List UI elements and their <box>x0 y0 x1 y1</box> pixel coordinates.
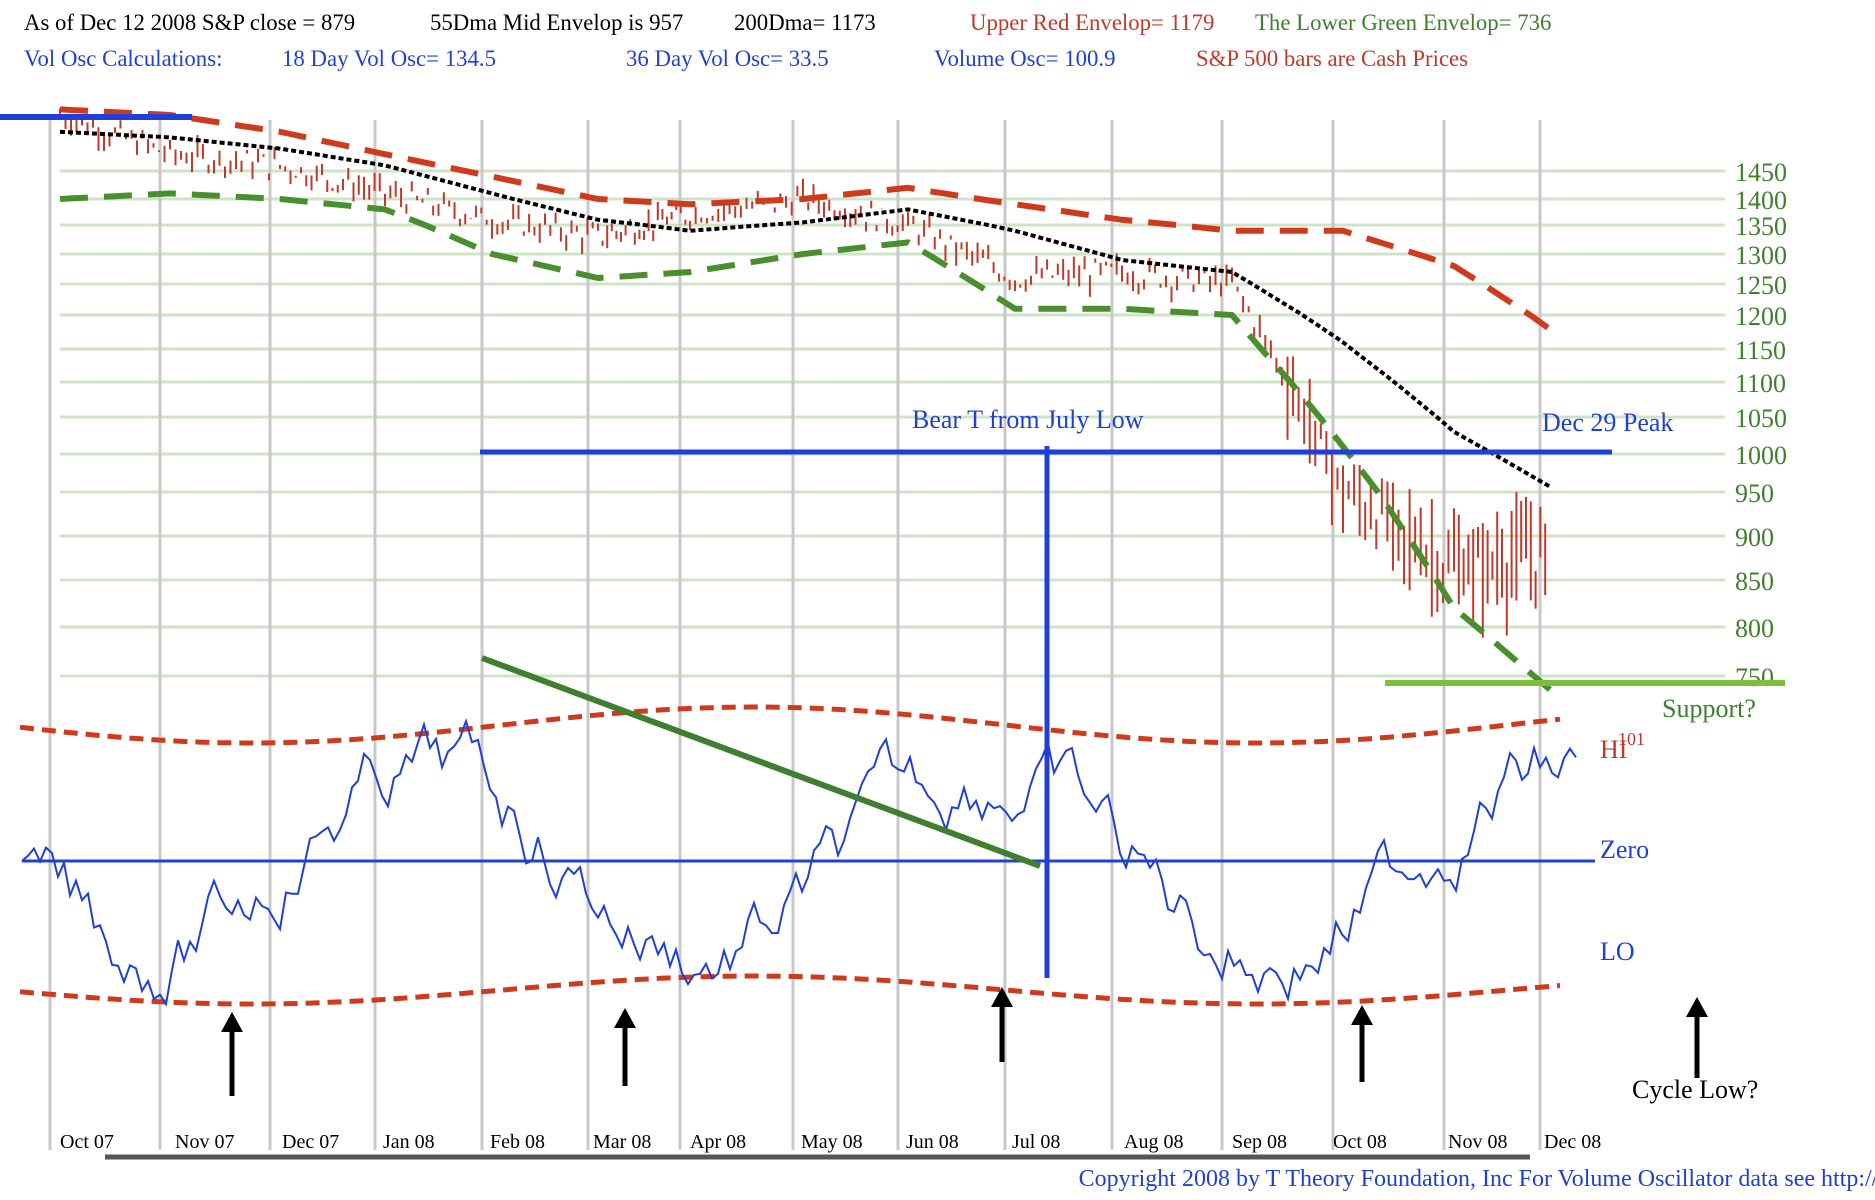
price-tick-label: 950 <box>1735 479 1774 508</box>
osc-lower-band <box>19 973 1561 1007</box>
price-tick-label: 1000 <box>1735 441 1787 470</box>
osc-upper-band <box>19 704 1561 746</box>
price-tick-label: 1400 <box>1735 186 1787 215</box>
price-tick-label: 850 <box>1735 567 1774 596</box>
oscillator-line <box>21 718 1577 1007</box>
header-36day: 36 Day Vol Osc= 33.5 <box>626 46 829 71</box>
price-envelopes <box>59 106 1552 692</box>
month-label: Nov 07 <box>175 1131 234 1153</box>
month-label: Jan 08 <box>383 1131 435 1153</box>
footer-copyright: Copyright 2008 by T Theory Foundation, I… <box>1079 1166 1875 1192</box>
header-volume-osc: Volume Osc= 100.9 <box>934 46 1116 71</box>
month-label: Apr 08 <box>690 1131 746 1153</box>
header-sp-close: As of Dec 12 2008 S&P close = 879 <box>24 10 355 35</box>
price-tick-label: 1300 <box>1735 241 1787 270</box>
annotations-layer: Bear T from July Low Dec 29 Peak Support? H… <box>0 114 1785 1104</box>
hi-value-label: 101 <box>1618 729 1645 749</box>
month-label: May 08 <box>801 1131 863 1153</box>
month-label: Jul 08 <box>1012 1131 1060 1153</box>
month-label: Oct 08 <box>1333 1131 1387 1153</box>
header-upper-envelope: Upper Red Envelop= 1179 <box>970 10 1214 35</box>
month-label: Mar 08 <box>593 1131 651 1153</box>
upper-envelope-line <box>59 106 1552 332</box>
price-tick-label: 750 <box>1735 663 1774 692</box>
cycle-low-arrow-head <box>221 1012 243 1032</box>
month-separator-lines <box>48 120 1542 1150</box>
cycle-low-label: Cycle Low? <box>1632 1075 1758 1104</box>
dec29-peak-label: Dec 29 Peak <box>1542 408 1673 437</box>
bear-t-label: Bear T from July Low <box>912 405 1144 434</box>
month-axis-labels: Oct 07 Nov 07 Dec 07 Jan 08 Feb 08 Mar 08 Apr … <box>60 1131 1601 1160</box>
cycle-low-arrow-head <box>1686 997 1708 1017</box>
price-gridlines <box>60 169 1725 678</box>
month-label: Aug 08 <box>1124 1131 1183 1153</box>
header-200dma: 200Dma= 1173 <box>734 10 876 35</box>
support-label: Support? <box>1662 694 1756 723</box>
price-tick-label: 800 <box>1735 614 1774 643</box>
header-cash-prices: S&P 500 bars are Cash Prices <box>1196 46 1468 71</box>
lo-label: LO <box>1600 937 1635 966</box>
month-label: Nov 08 <box>1448 1131 1507 1153</box>
price-tick-label: 1350 <box>1735 212 1787 241</box>
zero-label: Zero <box>1600 835 1649 864</box>
month-label: Jun 08 <box>906 1131 959 1153</box>
price-tick-label: 1150 <box>1735 336 1786 365</box>
price-tick-label: 1050 <box>1735 404 1787 433</box>
header-lower-envelope: The Lower Green Envelop= 736 <box>1255 10 1551 35</box>
month-label: Dec 08 <box>1544 1131 1601 1153</box>
price-tick-label: 1200 <box>1735 302 1787 331</box>
cycle-low-arrow-head <box>614 1008 636 1028</box>
price-tick-label: 1250 <box>1735 271 1787 300</box>
hi-label: HI <box>1600 735 1627 764</box>
mid-dma-line <box>59 129 1552 489</box>
price-tick-label: 1100 <box>1735 369 1786 398</box>
price-tick-label: 1450 <box>1735 158 1787 187</box>
header-mid-envelope: 55Dma Mid Envelop is 957 <box>430 10 683 35</box>
month-label: Sep 08 <box>1232 1131 1287 1153</box>
osc-downtrend-line <box>480 655 1042 869</box>
header-18day: 18 Day Vol Osc= 134.5 <box>282 46 496 71</box>
cycle-low-arrow-head <box>1351 1005 1373 1025</box>
cycle-low-arrow-head <box>991 987 1013 1007</box>
header-line1: As of Dec 12 2008 S&P close = 879 55Dma … <box>24 10 1551 35</box>
header-line2: Vol Osc Calculations: 18 Day Vol Osc= 13… <box>24 46 1468 71</box>
price-bars <box>59 108 1547 638</box>
price-tick-label: 900 <box>1735 523 1774 552</box>
month-label: Oct 07 <box>60 1131 114 1153</box>
month-label: Feb 08 <box>490 1131 545 1153</box>
month-label: Dec 07 <box>282 1131 339 1153</box>
header-vol-osc-calc: Vol Osc Calculations: <box>24 46 222 71</box>
oscillator-panel <box>19 704 1595 1007</box>
lower-envelope-line <box>59 190 1552 692</box>
